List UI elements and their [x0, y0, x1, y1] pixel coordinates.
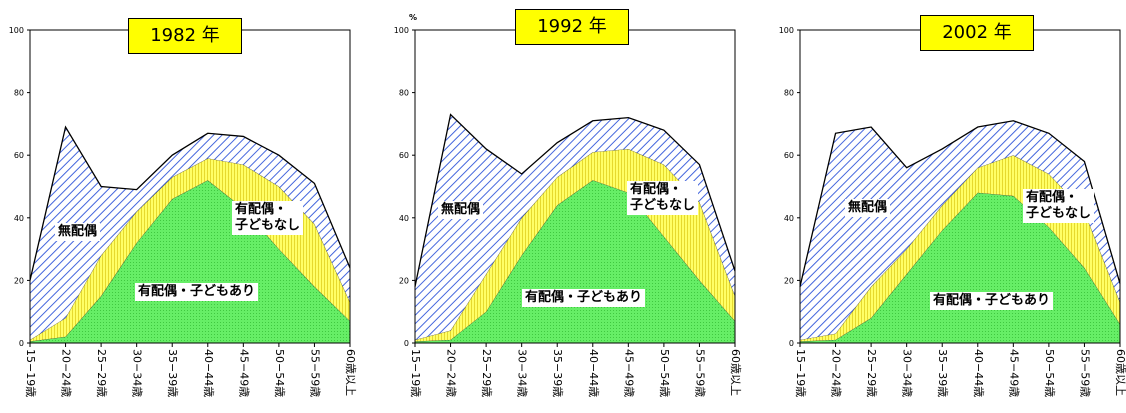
- x-tick-label: 55−59歳: [308, 349, 321, 397]
- x-tick-label: 40−44歳: [972, 349, 985, 397]
- area-edge: [414, 113, 736, 287]
- y-tick-label: 80: [399, 89, 409, 98]
- x-tick-label: 30−34歳: [901, 349, 914, 397]
- x-tick-label: 35−39歳: [166, 349, 179, 397]
- y-tick-label: 20: [399, 276, 409, 285]
- area-edge: [799, 120, 1121, 287]
- x-tick-label: 55−59歳: [1078, 349, 1091, 397]
- y-tick-label: 60: [399, 151, 409, 160]
- y-tick-label: 100: [394, 26, 409, 35]
- x-tick-label: 45−49歳: [237, 349, 250, 397]
- x-tick-label: 30−34歳: [516, 349, 529, 397]
- area: [30, 180, 350, 343]
- series-label: 無配偶: [845, 199, 891, 217]
- y-tick-label: 60: [14, 151, 24, 160]
- x-tick-label: 25−29歳: [480, 349, 493, 397]
- x-tick-label: 45−49歳: [1007, 349, 1020, 397]
- y-tick-label: 20: [14, 276, 24, 285]
- y-tick-label: 80: [784, 89, 794, 98]
- x-tick-label: 60歳以上: [1114, 349, 1126, 396]
- x-tick-label: 40−44歳: [202, 349, 215, 397]
- series-label: 無配偶: [438, 201, 484, 219]
- x-tick-label: 60歳以上: [344, 349, 357, 396]
- series-label: 有配偶・子どもあり: [522, 289, 646, 307]
- x-tick-label: 55−59歳: [693, 349, 706, 397]
- x-tick-label: 50−54歳: [273, 349, 286, 397]
- y-tick-label: 60: [784, 151, 794, 160]
- x-tick-label: 30−34歳: [131, 349, 144, 397]
- y-tick-label: 0: [789, 339, 794, 348]
- y-tick-label: 40: [399, 214, 409, 223]
- series-label: 有配偶・ 子どもなし: [232, 201, 304, 235]
- series-label: 有配偶・ 子どもなし: [627, 181, 699, 215]
- y-axis-label: %: [409, 13, 417, 22]
- y-tick-label: 80: [14, 89, 24, 98]
- y-tick-label: 100: [9, 26, 24, 35]
- x-tick-label: 15−19歳: [409, 349, 422, 397]
- area: [415, 114, 735, 340]
- x-tick-label: 20−24歳: [830, 349, 843, 397]
- y-tick-label: 0: [404, 339, 409, 348]
- x-tick-label: 50−54歳: [1043, 349, 1056, 397]
- area: [415, 180, 735, 343]
- chart-title: 1992 年: [515, 9, 629, 45]
- x-tick-label: 25−29歳: [865, 349, 878, 397]
- x-tick-label: 35−39歳: [551, 349, 564, 397]
- area: [800, 120, 1120, 340]
- x-tick-label: 35−39歳: [936, 349, 949, 397]
- x-tick-label: 20−24歳: [445, 349, 458, 397]
- x-tick-label: 15−19歳: [794, 349, 807, 397]
- y-tick-label: 100: [779, 26, 794, 35]
- y-tick-label: 0: [19, 339, 24, 348]
- y-tick-label: 40: [784, 214, 794, 223]
- chart-title: 2002 年: [920, 15, 1034, 51]
- series-label: 有配偶・子どもあり: [135, 283, 259, 301]
- x-tick-label: 15−19歳: [24, 349, 37, 397]
- x-tick-label: 40−44歳: [587, 349, 600, 397]
- area-edge: [29, 125, 351, 281]
- x-tick-label: 20−24歳: [60, 349, 73, 397]
- x-tick-label: 25−29歳: [95, 349, 108, 397]
- area: [30, 127, 350, 340]
- series-label: 有配偶・ 子どもなし: [1023, 189, 1095, 223]
- x-tick-label: 45−49歳: [622, 349, 635, 397]
- chart-title: 1982 年: [128, 18, 242, 54]
- series-label: 有配偶・子どもあり: [930, 292, 1054, 310]
- series-label: 無配偶: [55, 223, 101, 241]
- x-tick-label: 50−54歳: [658, 349, 671, 397]
- y-tick-label: 20: [784, 276, 794, 285]
- y-tick-label: 40: [14, 214, 24, 223]
- x-tick-label: 60歳以上: [729, 349, 742, 396]
